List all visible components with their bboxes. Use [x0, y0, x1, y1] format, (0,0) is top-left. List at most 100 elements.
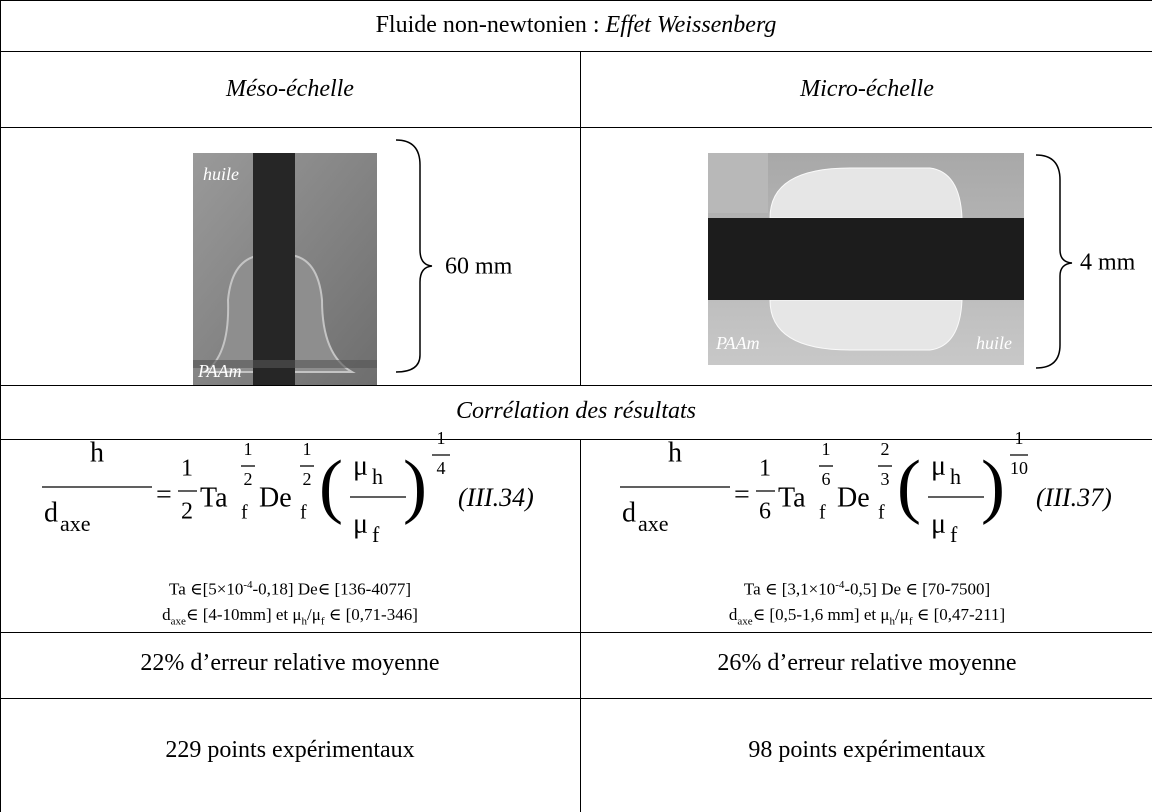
formula-text: 2: [181, 499, 193, 525]
range-text: Ta ∈[5×10: [169, 579, 244, 599]
formula-text: f: [878, 502, 885, 524]
range-sub: h: [301, 615, 308, 628]
scale-label: 4 mm: [1080, 250, 1136, 276]
formula-text: f: [372, 522, 380, 547]
rule: [0, 439, 1152, 440]
title: Fluide non-newtonien : Effet Weissenberg: [0, 12, 1152, 39]
range-sub: axe: [170, 615, 186, 628]
range-text: ∈ [0,5-1,6 mm] et μ: [752, 604, 890, 624]
formula-text: h: [668, 437, 682, 468]
error: 26% d’erreur relative moyenne: [717, 650, 1017, 676]
formula-text: 1: [244, 439, 253, 459]
formula-text: d: [44, 497, 58, 528]
formula-text: f: [819, 502, 826, 524]
formula-text: h: [950, 464, 961, 489]
formula-text: 3: [881, 469, 890, 489]
formula-text: (: [897, 446, 921, 526]
range-text: /μ: [894, 604, 909, 624]
header-text: Méso-échelle: [226, 76, 354, 102]
range-sub: h: [889, 615, 895, 628]
header-text: Micro-échelle: [800, 76, 934, 102]
rule: [0, 0, 1, 812]
range-text: ∈ [4-10mm] et μ: [185, 604, 302, 624]
formula-text: 2: [244, 469, 253, 489]
rule: [0, 127, 1152, 128]
range-sub: f: [320, 615, 325, 628]
formula-text: h: [372, 464, 383, 489]
formula-text: 1: [181, 456, 193, 482]
formula-text: De: [259, 482, 292, 513]
rule: [0, 51, 1152, 52]
formula-text: =: [734, 479, 750, 510]
col-header: Micro-échelle: [582, 76, 1152, 103]
formula-text: 4: [437, 458, 446, 478]
ranges: Ta ∈ [3,1×10-4-0,5] De ∈ [70-7500] daxe∈…: [582, 573, 1152, 634]
formula-text: 1: [822, 439, 831, 459]
formula-text: 6: [822, 469, 831, 489]
rule: [580, 439, 581, 812]
points: 229 points expérimentaux: [165, 737, 415, 763]
range-text: d: [162, 604, 171, 624]
formula-text: μ: [931, 508, 946, 539]
photo-label: PAAm: [197, 361, 242, 381]
formula-text: h: [90, 437, 104, 468]
title-text: Fluide non-newtonien :: [375, 12, 606, 38]
brace: [395, 139, 433, 373]
col-header: Méso-échelle: [0, 76, 580, 103]
rule: [0, 385, 1152, 386]
range-text: -0,18] De∈ [136-4077]: [252, 579, 411, 599]
brace: [1035, 154, 1073, 369]
range-sub: axe: [737, 615, 753, 628]
photo-label: huile: [976, 333, 1012, 353]
formula-text: (III.37): [1036, 483, 1112, 512]
formula-text: f: [241, 502, 248, 524]
formula-text: f: [300, 502, 307, 524]
rule: [580, 51, 581, 385]
range-text: d: [728, 604, 738, 624]
formula-text: 1: [759, 456, 771, 482]
range-text: /μ: [307, 604, 321, 624]
photo-meso: huile PAAm: [193, 153, 377, 385]
formula-text: 1: [303, 439, 312, 459]
rule: [0, 632, 1152, 633]
range-sub: f: [908, 615, 913, 628]
range-text: -0,5] De ∈ [70-7500]: [844, 579, 991, 599]
formula-text: Ta: [200, 482, 228, 513]
formula-text: =: [156, 479, 172, 510]
range-text: Ta ∈ [3,1×10: [743, 579, 836, 599]
rule: [0, 698, 1152, 699]
points: 98 points expérimentaux: [748, 737, 986, 763]
range-sup: -4: [243, 579, 253, 591]
scale-label: 60 mm: [445, 254, 513, 280]
rule: [0, 0, 1152, 1]
formula-text: ): [403, 446, 427, 526]
ranges: Ta ∈[5×10-4-0,18] De∈ [136-4077] daxe∈ […: [0, 573, 580, 634]
formula-text: De: [837, 482, 870, 513]
formula-text: 2: [303, 469, 312, 489]
formula-text: ): [981, 446, 1005, 526]
formula-text: (: [319, 446, 343, 526]
formula-text: d: [622, 497, 636, 528]
formula-text: 2: [881, 439, 890, 459]
formula-text: 1: [437, 428, 446, 448]
formula-text: Ta: [778, 482, 806, 513]
formula-text: 1: [1015, 428, 1024, 448]
range-text: ∈ [0,71-346]: [324, 604, 418, 624]
formula-text: f: [950, 522, 958, 547]
formula-text: 6: [759, 499, 771, 525]
range-sup: -4: [835, 579, 845, 591]
error: 22% d’erreur relative moyenne: [140, 650, 440, 676]
range-text: ∈ [0,47-211]: [912, 604, 1006, 624]
formula-text: axe: [638, 511, 669, 536]
section-text: Corrélation des résultats: [455, 398, 696, 424]
title-emphasis: Effet Weissenberg: [605, 12, 777, 38]
formula-text: axe: [60, 511, 91, 536]
photo-label: huile: [203, 164, 239, 184]
formula-text: μ: [931, 450, 946, 481]
formula-text: (III.34): [458, 483, 534, 512]
formula-text: μ: [353, 508, 368, 539]
formula-text: 10: [1010, 458, 1028, 478]
photo-micro: PAAm huile: [708, 153, 1024, 365]
